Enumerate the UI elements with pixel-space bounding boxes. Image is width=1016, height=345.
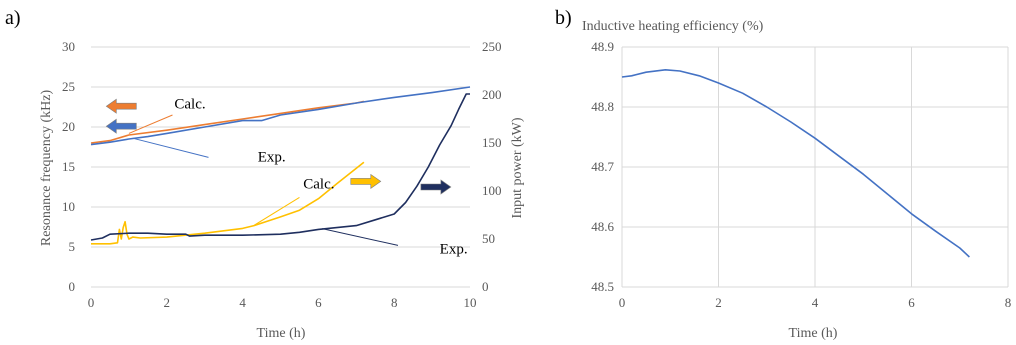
- panel-a-annotations: Calc. Exp. Calc. Exp.: [105, 97, 468, 257]
- right-arrow-icon: [350, 173, 382, 189]
- panel-b: b) Inductive heating efficiency (%) 48.5…: [555, 7, 1011, 341]
- panel-b-ticks: 48.5 48.6 48.7 48.8 48.9 0 2 4 6 8: [591, 39, 1011, 310]
- panel-a-y-tick-label: 15: [62, 159, 75, 174]
- panel-b-grid: [621, 46, 1009, 288]
- panel-b-y-tick-label: 48.9: [591, 39, 614, 54]
- panel-a-x-axis-title: Time (h): [257, 326, 306, 341]
- annotation-label: Exp.: [440, 241, 468, 257]
- calc-power-line: [91, 161, 365, 245]
- panel-b-y-tick-label: 48.7: [591, 159, 614, 174]
- panel-b-x-tick-label: 8: [1005, 295, 1012, 310]
- panel-a: a) 0 5 10 15 20 25 30 0 50 100 150 200 250 0 2 4 6 8 10 Ca…: [5, 7, 525, 341]
- panel-a-y2-tick-label: 200: [482, 87, 502, 102]
- panel-a-x-tick-label: 8: [391, 295, 398, 310]
- left-arrow-icon: [105, 118, 137, 134]
- annotation-leader-line: [253, 196, 300, 226]
- panel-b-x-tick-label: 0: [619, 295, 626, 310]
- panel-b-x-tick-label: 2: [715, 295, 722, 310]
- panel-a-y2-tick-label: 50: [482, 231, 495, 246]
- annotation-label: Calc.: [303, 177, 334, 193]
- panel-a-series: [90, 86, 471, 245]
- panel-a-x-tick-label: 10: [464, 295, 477, 310]
- panel-b-y-tick-label: 48.5: [591, 279, 614, 294]
- panel-a-label: a): [5, 7, 21, 29]
- panel-b-title: Inductive heating efficiency (%): [582, 19, 764, 34]
- panel-a-y-tick-label: 20: [62, 119, 75, 134]
- panel-a-grid: [91, 46, 470, 288]
- panel-b-x-tick-label: 4: [812, 295, 819, 310]
- panel-b-y-tick-label: 48.8: [591, 99, 614, 114]
- panel-a-y2-axis-title: Input power (kW): [510, 117, 525, 218]
- annotation-leader-line: [128, 114, 173, 134]
- panel-a-y2-tick-label: 150: [482, 135, 502, 150]
- panel-a-y-axis-title: Resonance frequency (kHz): [39, 90, 54, 247]
- efficiency-line: [621, 69, 970, 258]
- annotation-leader-line: [322, 228, 399, 246]
- exp-power-line: [90, 93, 470, 241]
- annotation-label: Exp.: [258, 149, 286, 165]
- panel-b-x-axis-title: Time (h): [789, 326, 838, 341]
- panel-a-y2-tick-label: 0: [482, 279, 489, 294]
- panel-a-y2-tick-label: 100: [482, 183, 502, 198]
- annotation-label: Calc.: [174, 97, 205, 113]
- panel-a-ticks: 0 5 10 15 20 25 30 0 50 100 150 200 250 0 2 4 6 8 10: [62, 39, 502, 310]
- panel-b-x-tick-label: 6: [908, 295, 915, 310]
- panel-a-x-tick-label: 4: [239, 295, 246, 310]
- panel-a-y-tick-label: 5: [69, 239, 76, 254]
- panel-b-series: [621, 69, 970, 258]
- panel-a-y-tick-label: 25: [62, 79, 75, 94]
- panel-a-y-tick-label: 0: [69, 279, 76, 294]
- panel-a-x-tick-label: 0: [88, 295, 95, 310]
- panel-b-y-tick-label: 48.6: [591, 219, 614, 234]
- right-arrow-icon: [420, 179, 452, 195]
- panel-a-y2-tick-label: 250: [482, 39, 502, 54]
- panel-a-x-tick-label: 6: [315, 295, 322, 310]
- panel-b-label: b): [555, 7, 572, 29]
- left-arrow-icon: [105, 98, 137, 114]
- panel-a-x-tick-label: 2: [164, 295, 171, 310]
- panel-a-y-tick-label: 30: [62, 39, 75, 54]
- exp-frequency-line: [90, 86, 471, 146]
- annotation-leader-line: [132, 137, 209, 158]
- panel-a-y-tick-label: 10: [62, 199, 75, 214]
